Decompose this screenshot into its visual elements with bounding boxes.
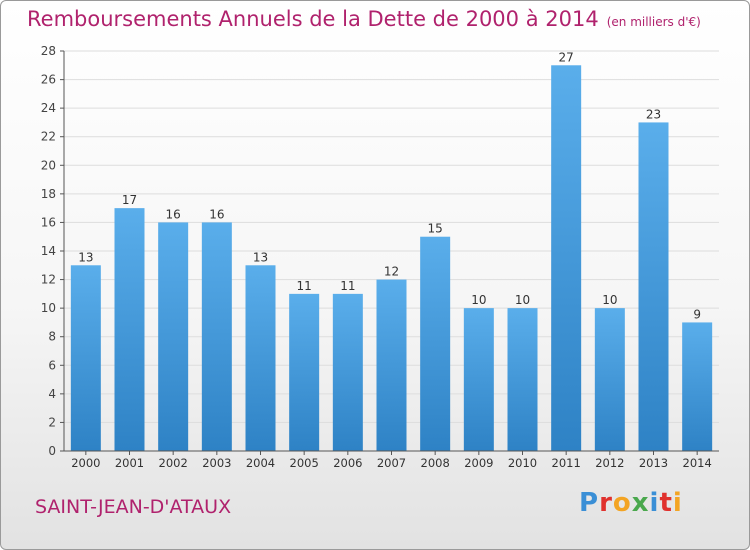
bar [158, 222, 189, 451]
bar-value-label: 10 [515, 293, 530, 307]
y-tick-label: 2 [48, 415, 56, 429]
x-tick-label: 2011 [552, 456, 581, 470]
x-tick-label: 2013 [639, 456, 668, 470]
bar-value-label: 10 [471, 293, 486, 307]
y-tick-label: 4 [48, 387, 56, 401]
bar [245, 265, 276, 451]
chart-title-text: Remboursements Annuels de la Dette de 20… [27, 7, 599, 31]
bar-value-label: 17 [122, 193, 137, 207]
bar [289, 293, 320, 451]
bar-value-label: 27 [559, 50, 574, 64]
x-tick-label: 2009 [464, 456, 493, 470]
x-tick-label: 2012 [595, 456, 624, 470]
logo-letter: i [672, 488, 683, 518]
y-tick-label: 12 [41, 273, 56, 287]
bar-value-label: 15 [428, 222, 443, 236]
x-tick-label: 2000 [71, 456, 100, 470]
bar [594, 308, 625, 451]
bar [682, 322, 713, 451]
y-tick-label: 18 [41, 187, 56, 201]
proxiti-logo: Proxiti [579, 488, 683, 518]
y-tick-label: 28 [41, 44, 56, 58]
bar [551, 65, 582, 452]
bar-value-label: 13 [78, 250, 93, 264]
logo-letter: i [649, 488, 660, 518]
logo-letter: t [659, 488, 673, 518]
bars: 13 17 16 16 13 11 11 12 15 10 10 27 10 23 9 [70, 50, 713, 452]
y-tick-label: 6 [48, 358, 56, 372]
bar-value-label: 9 [693, 307, 701, 321]
bar [332, 293, 363, 451]
y-tick-label: 8 [48, 330, 56, 344]
x-tick-label: 2008 [421, 456, 450, 470]
bar-value-label: 23 [646, 107, 661, 121]
y-tick-label: 0 [48, 444, 56, 458]
x-tick-label: 2007 [377, 456, 406, 470]
bar-value-label: 12 [384, 265, 399, 279]
x-tick-label: 2014 [683, 456, 712, 470]
bar-value-label: 16 [166, 207, 181, 221]
y-tick-label: 26 [41, 73, 56, 87]
logo-letter: P [579, 488, 600, 518]
bar [201, 222, 232, 451]
place-name: SAINT-JEAN-D'ATAUX [35, 496, 232, 518]
x-tick-label: 2004 [246, 456, 275, 470]
x-tick-label: 2003 [202, 456, 231, 470]
y-tick-label: 22 [41, 130, 56, 144]
bar [507, 308, 538, 451]
bar [463, 308, 494, 451]
y-tick-label: 20 [41, 158, 56, 172]
x-tick-label: 2005 [290, 456, 319, 470]
x-tick-label: 2006 [333, 456, 362, 470]
bar [376, 279, 407, 451]
y-tick-label: 16 [41, 215, 56, 229]
x-tick-label: 2001 [115, 456, 144, 470]
x-tick-label: 2010 [508, 456, 537, 470]
bar [114, 208, 145, 451]
chart-title: Remboursements Annuels de la Dette de 20… [27, 7, 701, 31]
bar [420, 236, 451, 451]
bar-value-label: 13 [253, 250, 268, 264]
chart-unit: (en milliers d'€) [606, 15, 701, 29]
bar [638, 122, 669, 451]
logo-letter: x [631, 488, 650, 518]
y-tick-label: 10 [41, 301, 56, 315]
bar-value-label: 10 [602, 293, 617, 307]
logo-letter: o [612, 488, 632, 518]
logo-letter: r [599, 488, 613, 518]
x-tick-label: 2002 [159, 456, 188, 470]
bar-value-label: 16 [209, 207, 224, 221]
bar-value-label: 11 [297, 279, 312, 293]
y-tick-label: 14 [41, 244, 56, 258]
bar-value-label: 11 [340, 279, 355, 293]
y-tick-label: 24 [41, 101, 56, 115]
bar [70, 265, 101, 451]
